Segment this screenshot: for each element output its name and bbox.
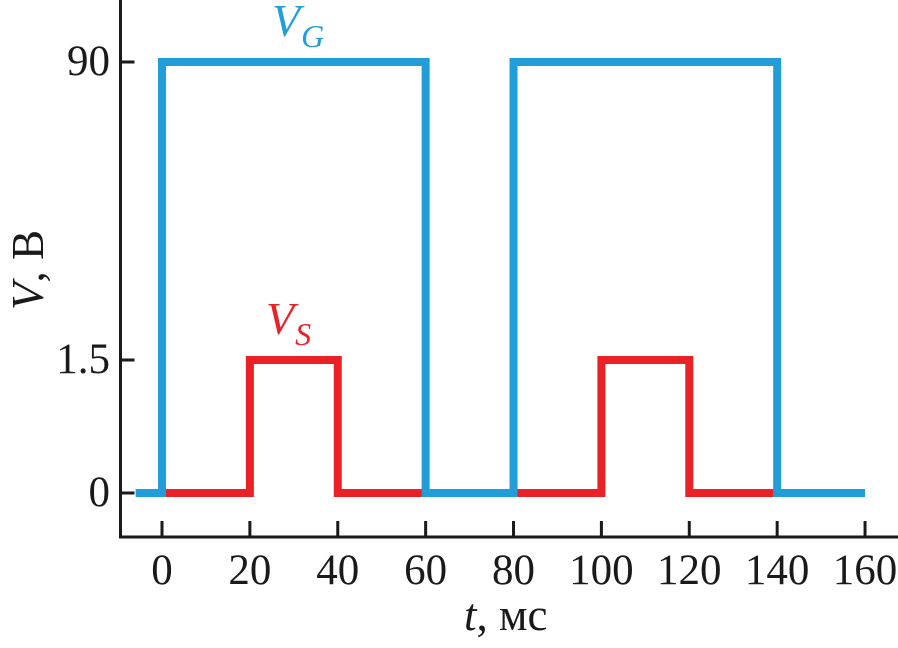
v-g-line [135,58,866,497]
v-s-line [162,356,778,497]
x-axis-variable: t [464,590,477,640]
vs-label-subscript: S [295,316,312,352]
vg-label-subscript: G [301,18,325,54]
y-tick-label-90: 90 [67,38,110,85]
x-tick-label-80: 80 [492,547,536,594]
x-tick-label-120: 120 [657,547,722,594]
x-tick-label-60: 60 [404,547,448,594]
vg-label-main: V [272,0,301,46]
x-tick-label-100: 100 [569,547,634,594]
x-axis-title: t, мс [464,592,547,638]
vs-label-main: V [266,293,295,344]
y-tick-label-0: 0 [88,469,111,516]
x-tick-label-140: 140 [744,547,810,594]
vg-label: VG [272,0,324,60]
y-axis-variable: V [3,282,53,311]
x-axis-unit: , мс [476,590,548,640]
x-tick-label-40: 40 [316,547,360,594]
x-tick-label-20: 20 [228,547,272,594]
vs-label: VS [266,295,311,358]
y-axis-title: V, В [3,229,53,311]
y-tick-label-1p5: 1.5 [56,336,110,383]
x-tick-label-0: 0 [151,547,173,594]
x-tick-label-160: 160 [832,547,898,594]
y-axis-unit: , В [3,229,53,283]
